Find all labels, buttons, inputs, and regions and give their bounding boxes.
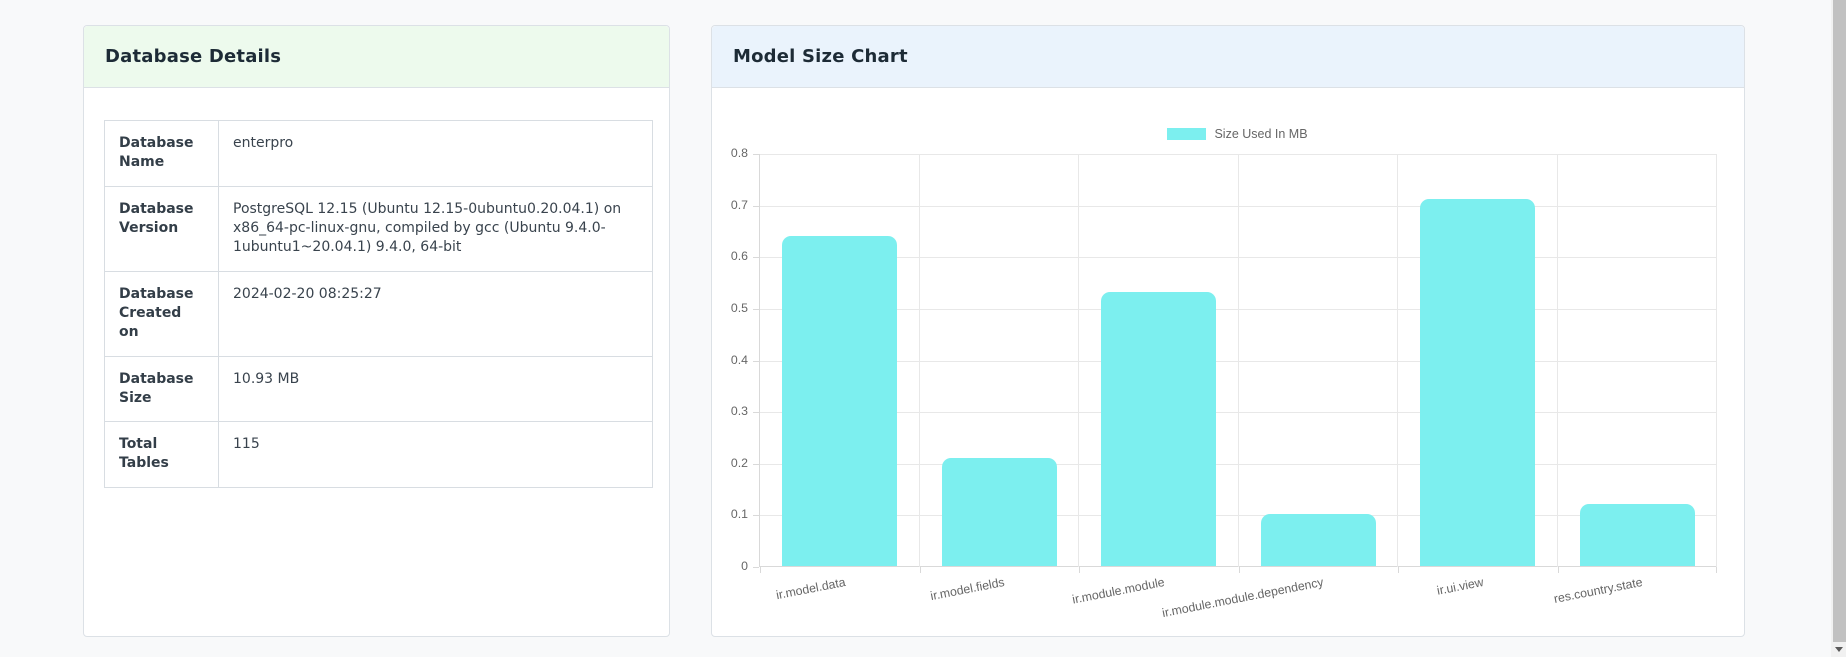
row-label: Total Tables xyxy=(104,421,219,488)
h-gridline xyxy=(760,360,1717,362)
y-tick-label: 0.5 xyxy=(730,300,748,315)
row-value: 115 xyxy=(218,421,653,488)
x-tick-label: ir.ui.view xyxy=(1435,575,1485,598)
v-gridline xyxy=(918,154,920,567)
y-tick xyxy=(753,154,759,155)
database-details-table: Database Name enterpro Database Version Pos… xyxy=(104,120,653,488)
x-tick xyxy=(760,567,761,573)
table-row: Database Created on 2024-02-20 08:25:27 xyxy=(104,270,653,357)
row-label: Database Version xyxy=(104,185,219,272)
bar[interactable] xyxy=(941,457,1057,566)
bar[interactable] xyxy=(1579,504,1695,566)
y-tick-label: 0.1 xyxy=(730,507,748,522)
database-details-card: Database Details Database Name enterpro Da… xyxy=(83,25,670,637)
arrow-down-icon xyxy=(1834,647,1843,652)
y-tick-label: 0.8 xyxy=(730,146,748,160)
y-tick xyxy=(753,257,759,259)
legend-color-swatch xyxy=(1167,128,1207,140)
h-gridline xyxy=(760,205,1717,207)
x-tick xyxy=(919,567,921,573)
model-size-chart-header: Model Size Chart xyxy=(712,26,1744,88)
y-tick-label: 0.7 xyxy=(730,197,748,212)
v-gridline xyxy=(1556,154,1558,567)
chart-legend[interactable]: Size Used In MB xyxy=(759,127,1716,141)
v-gridline xyxy=(1237,154,1239,567)
bar[interactable] xyxy=(782,235,898,566)
v-gridline xyxy=(1078,154,1079,567)
h-gridline xyxy=(760,463,1717,465)
y-tick xyxy=(753,308,759,310)
bar[interactable] xyxy=(1420,199,1536,566)
model-size-chart-title: Model Size Chart xyxy=(733,46,908,67)
x-tick-label: ir.model.data xyxy=(774,575,847,603)
model-size-chart-card: Model Size Chart Size Used In MB 0 0.1 0.2… xyxy=(711,25,1745,637)
x-tick xyxy=(1238,567,1240,573)
y-tick xyxy=(753,205,759,207)
table-row: Total Tables 115 xyxy=(104,421,653,488)
y-tick xyxy=(753,360,759,362)
row-value: PostgreSQL 12.15 (Ubuntu 12.15-0ubuntu0.… xyxy=(218,185,653,272)
x-tick-label: ir.module.module xyxy=(1070,575,1166,607)
plot-area: 0 0.1 0.2 0.3 0.4 0.5 0.6 0.7 0.8 ir.model.data ir… xyxy=(731,146,1717,620)
h-gridline xyxy=(760,515,1717,517)
x-tick-label: ir.module.module.dependency xyxy=(1161,575,1325,621)
table-row: Database Size 10.93 MB xyxy=(104,355,653,423)
x-tick xyxy=(1079,567,1080,573)
x-tick-label: res.country.state xyxy=(1552,575,1644,606)
h-gridline xyxy=(760,412,1717,414)
y-tick xyxy=(753,567,759,568)
row-label: Database Created on xyxy=(104,270,219,357)
h-gridline xyxy=(760,154,1717,155)
bar[interactable] xyxy=(1101,292,1217,566)
y-tick xyxy=(753,412,759,414)
scrollbar-down-button[interactable] xyxy=(1831,642,1846,657)
row-label: Database Name xyxy=(104,120,219,187)
y-tick-label: 0.2 xyxy=(730,455,748,470)
scrollbar-track[interactable] xyxy=(1831,0,1846,657)
database-details-title: Database Details xyxy=(105,46,282,67)
x-tick xyxy=(1557,567,1559,573)
database-details-header: Database Details xyxy=(84,26,669,88)
row-value: 2024-02-20 08:25:27 xyxy=(218,270,653,357)
row-value: 10.93 MB xyxy=(218,355,653,423)
h-gridline xyxy=(760,257,1717,259)
table-row: Database Version PostgreSQL 12.15 (Ubuntu… xyxy=(104,185,653,272)
x-tick-label: ir.model.fields xyxy=(929,575,1006,604)
table-row: Database Name enterpro xyxy=(104,120,653,187)
y-tick-label: 0.4 xyxy=(730,352,748,367)
v-gridline xyxy=(1397,154,1398,567)
bar[interactable] xyxy=(1260,514,1376,566)
y-tick-label: 0.6 xyxy=(730,249,748,264)
legend-label: Size Used In MB xyxy=(1214,127,1308,141)
y-tick xyxy=(753,463,759,465)
h-gridline xyxy=(760,308,1717,310)
x-tick xyxy=(1716,567,1717,573)
y-tick xyxy=(753,515,759,517)
scrollbar-thumb[interactable] xyxy=(1833,0,1846,642)
y-tick-label: 0.3 xyxy=(730,404,748,419)
row-label: Database Size xyxy=(104,355,219,423)
x-tick xyxy=(1398,567,1399,573)
v-gridline xyxy=(1716,154,1717,567)
row-value: enterpro xyxy=(218,120,653,187)
y-tick-label: 0 xyxy=(741,559,748,573)
